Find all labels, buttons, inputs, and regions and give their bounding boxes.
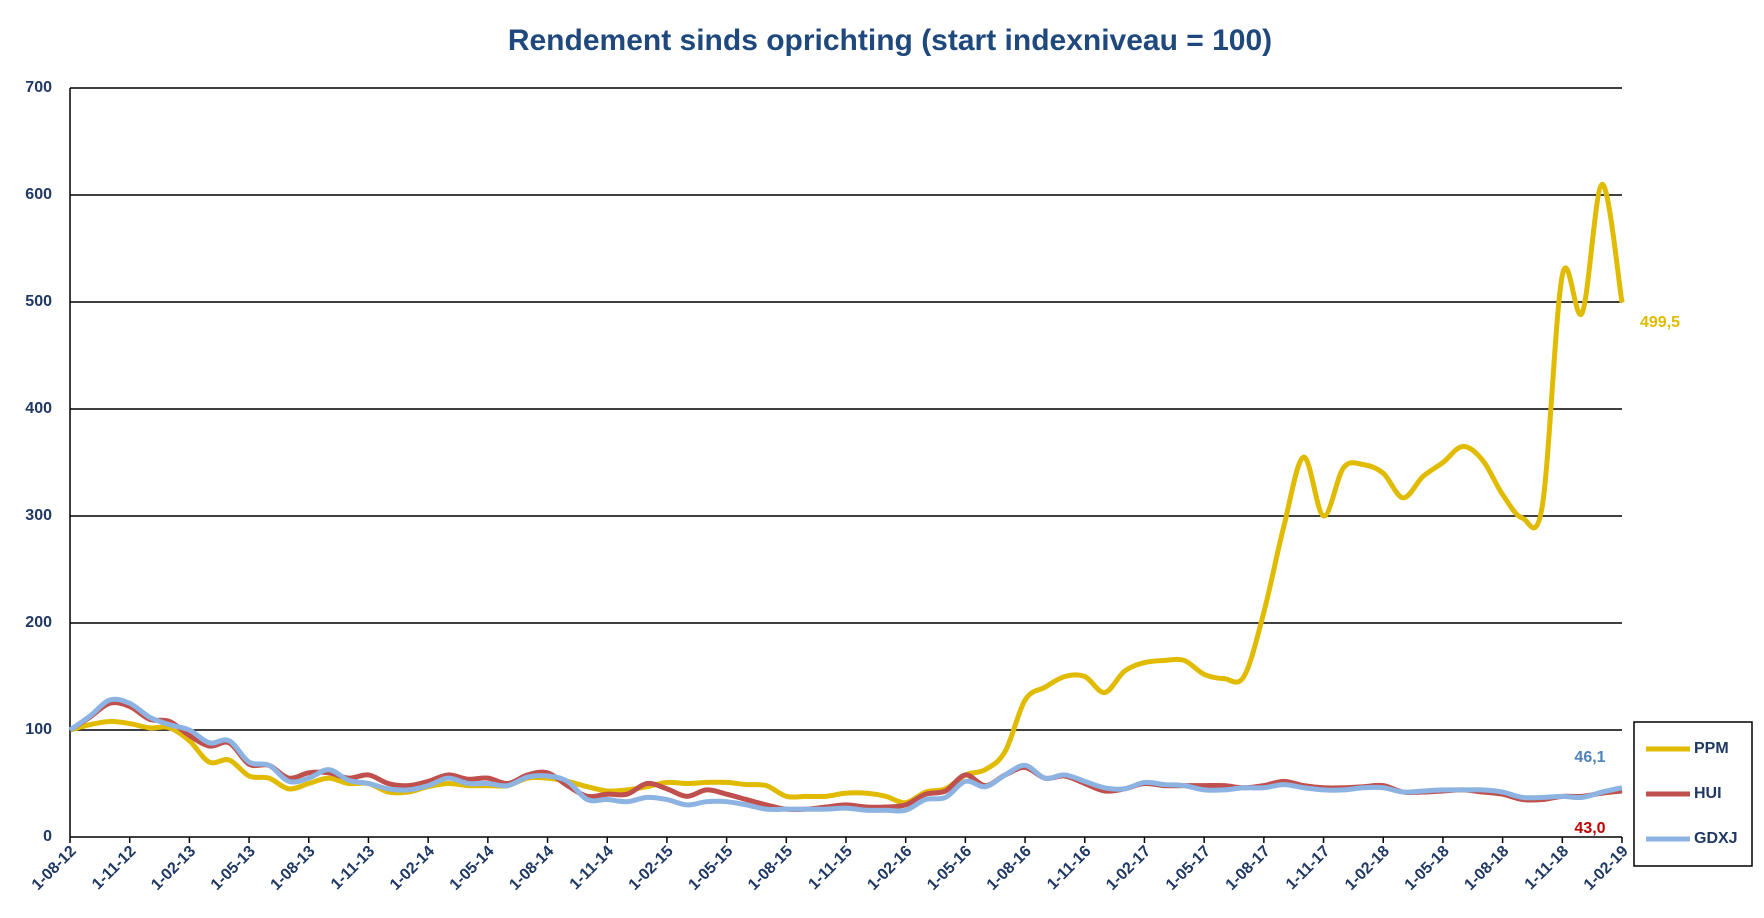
y-tick-label: 500 [25, 293, 52, 310]
series-line [68, 696, 1623, 814]
legend-label: HUI [1694, 785, 1722, 802]
data-label: 43,0 [1574, 820, 1605, 837]
y-tick-label: 300 [25, 507, 52, 524]
legend: PPM HUI GDXJ [1633, 721, 1753, 867]
chart-title: Rendement sinds oprichting (start indexn… [508, 24, 1272, 57]
legend-label: GDXJ [1694, 830, 1738, 847]
y-tick-label: 700 [25, 79, 52, 96]
y-tick-label: 0 [43, 828, 52, 845]
y-tick-label: 600 [25, 186, 52, 203]
y-tick-label: 100 [25, 721, 52, 738]
series-line [69, 181, 1625, 806]
data-label: 46,1 [1574, 749, 1605, 766]
data-label: 499,5 [1640, 314, 1680, 331]
legend-label: PPM [1694, 740, 1729, 757]
y-tick-label: 400 [25, 400, 52, 417]
y-tick-label: 200 [25, 614, 52, 631]
